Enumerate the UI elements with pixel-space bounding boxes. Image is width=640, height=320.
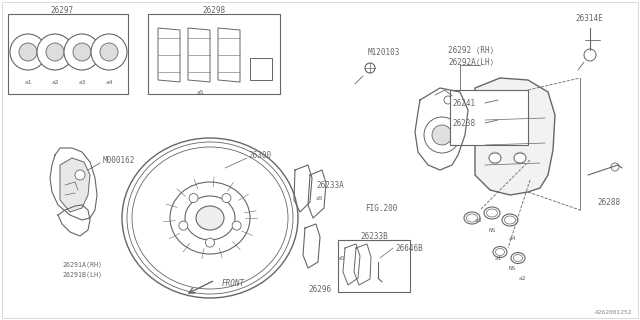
Ellipse shape bbox=[514, 153, 526, 163]
Ellipse shape bbox=[504, 216, 515, 224]
Text: a1: a1 bbox=[24, 79, 32, 84]
Circle shape bbox=[91, 34, 127, 70]
Text: a5: a5 bbox=[316, 196, 323, 201]
Circle shape bbox=[73, 43, 91, 61]
Bar bbox=[338, 240, 410, 292]
Text: NS: NS bbox=[508, 266, 516, 270]
Text: 26292 ⟨RH⟩: 26292 ⟨RH⟩ bbox=[448, 45, 494, 54]
Ellipse shape bbox=[467, 214, 477, 222]
Circle shape bbox=[10, 34, 46, 70]
Ellipse shape bbox=[127, 142, 293, 294]
Circle shape bbox=[37, 34, 73, 70]
Circle shape bbox=[189, 194, 198, 203]
Circle shape bbox=[205, 238, 214, 247]
Text: M000162: M000162 bbox=[103, 156, 136, 164]
Text: 26296: 26296 bbox=[308, 285, 331, 294]
Text: 26291B⟨LH⟩: 26291B⟨LH⟩ bbox=[62, 272, 102, 278]
Circle shape bbox=[46, 43, 64, 61]
Bar bbox=[148, 14, 280, 94]
Text: a3: a3 bbox=[78, 79, 86, 84]
Text: a5: a5 bbox=[338, 255, 346, 260]
Text: a3: a3 bbox=[474, 218, 482, 222]
Text: a5: a5 bbox=[196, 90, 204, 94]
Text: 26314E: 26314E bbox=[575, 13, 603, 22]
Text: A262001252: A262001252 bbox=[595, 309, 632, 315]
Ellipse shape bbox=[185, 196, 235, 240]
Circle shape bbox=[64, 34, 100, 70]
Ellipse shape bbox=[513, 102, 527, 114]
Polygon shape bbox=[60, 158, 90, 212]
Text: FIG.200: FIG.200 bbox=[365, 204, 397, 212]
Text: a4: a4 bbox=[508, 236, 516, 241]
Ellipse shape bbox=[464, 212, 480, 224]
Circle shape bbox=[424, 117, 460, 153]
Circle shape bbox=[222, 194, 231, 203]
Bar bbox=[8, 14, 128, 94]
Circle shape bbox=[100, 43, 118, 61]
Circle shape bbox=[584, 49, 596, 61]
Text: 26300: 26300 bbox=[248, 150, 271, 159]
Circle shape bbox=[432, 125, 452, 145]
Ellipse shape bbox=[495, 249, 504, 255]
Circle shape bbox=[444, 96, 452, 104]
Ellipse shape bbox=[489, 153, 501, 163]
Polygon shape bbox=[158, 28, 180, 82]
Polygon shape bbox=[188, 28, 210, 82]
Text: 26233B: 26233B bbox=[360, 231, 388, 241]
Circle shape bbox=[19, 43, 37, 61]
Circle shape bbox=[365, 63, 375, 73]
Text: 26288: 26288 bbox=[597, 197, 620, 206]
Ellipse shape bbox=[511, 252, 525, 263]
Ellipse shape bbox=[493, 246, 507, 258]
Text: M120103: M120103 bbox=[368, 47, 401, 57]
Polygon shape bbox=[218, 28, 240, 82]
Circle shape bbox=[611, 163, 619, 171]
Ellipse shape bbox=[484, 207, 500, 219]
Text: a4: a4 bbox=[105, 79, 113, 84]
Ellipse shape bbox=[122, 138, 298, 298]
Text: 26298: 26298 bbox=[202, 5, 225, 14]
Ellipse shape bbox=[488, 127, 502, 139]
Circle shape bbox=[75, 170, 85, 180]
Text: a1: a1 bbox=[494, 255, 502, 260]
Ellipse shape bbox=[488, 102, 502, 114]
Text: NS: NS bbox=[488, 228, 496, 233]
Ellipse shape bbox=[132, 147, 288, 289]
Ellipse shape bbox=[513, 254, 522, 261]
Ellipse shape bbox=[170, 182, 250, 254]
Ellipse shape bbox=[486, 209, 497, 217]
Text: FRONT: FRONT bbox=[222, 278, 245, 287]
Circle shape bbox=[232, 221, 241, 230]
Polygon shape bbox=[475, 78, 555, 195]
Text: 26241: 26241 bbox=[452, 99, 475, 108]
Text: a2: a2 bbox=[518, 276, 525, 281]
Ellipse shape bbox=[513, 127, 527, 139]
Ellipse shape bbox=[196, 206, 224, 230]
Text: 26646B: 26646B bbox=[395, 244, 423, 252]
Bar bbox=[450, 90, 528, 145]
Text: a2: a2 bbox=[51, 79, 59, 84]
Bar bbox=[250, 58, 272, 80]
Text: 26291A⟨RH⟩: 26291A⟨RH⟩ bbox=[62, 262, 102, 268]
Circle shape bbox=[179, 221, 188, 230]
Text: 26297: 26297 bbox=[51, 5, 74, 14]
Text: 26238: 26238 bbox=[452, 118, 475, 127]
Text: 26233A: 26233A bbox=[316, 180, 344, 189]
Ellipse shape bbox=[502, 214, 518, 226]
Text: 26292A⟨LH⟩: 26292A⟨LH⟩ bbox=[448, 58, 494, 67]
